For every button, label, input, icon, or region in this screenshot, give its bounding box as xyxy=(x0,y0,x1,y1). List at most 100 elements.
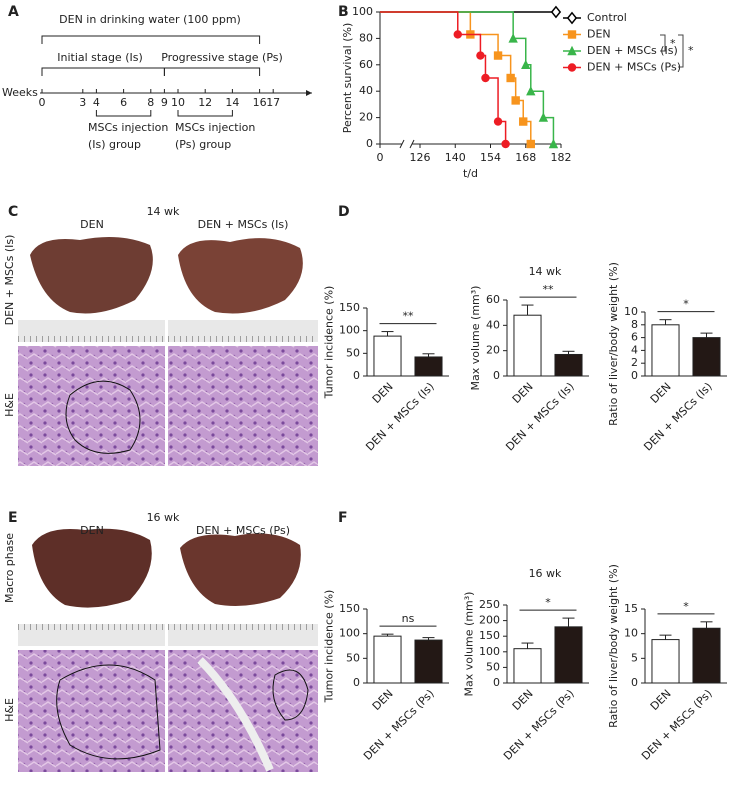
marker xyxy=(521,59,531,69)
y-axis-title: Max volume (mm³) xyxy=(469,286,482,391)
y-tick-label: 5 xyxy=(631,651,638,664)
significance: * xyxy=(683,298,689,311)
marker xyxy=(453,30,462,39)
marker xyxy=(508,33,518,43)
y-tick-label: 0 xyxy=(631,676,638,689)
marker xyxy=(548,138,559,149)
x-tick-label: 182 xyxy=(551,151,572,164)
step-line xyxy=(485,77,499,122)
legend-label: DEN + MSCs (Ps) xyxy=(587,61,681,74)
y-tick-label: 80 xyxy=(359,31,373,44)
week-label: 9 xyxy=(161,96,168,109)
bar xyxy=(373,335,402,377)
week-label: 16 xyxy=(253,96,267,109)
bar xyxy=(414,356,443,377)
legend-label: DEN xyxy=(587,28,611,41)
liver-photo xyxy=(180,533,301,606)
marker xyxy=(511,96,520,105)
y-tick-label: 20 xyxy=(486,344,500,357)
panel-letter: D xyxy=(338,204,350,220)
arrowhead xyxy=(306,90,312,96)
panel-letter: A xyxy=(8,4,19,20)
marker xyxy=(493,51,503,60)
row-label: Macro phase xyxy=(3,533,16,603)
sig-bracket xyxy=(660,34,666,52)
column-label: DEN + MSCs (Is) xyxy=(198,218,289,231)
week-label: 6 xyxy=(120,96,127,109)
legend-marker xyxy=(566,11,578,25)
he-image xyxy=(18,650,165,772)
column-label: DEN xyxy=(80,524,104,537)
significance: * xyxy=(683,600,689,613)
y-axis-title: Max volume (mm³) xyxy=(463,592,476,697)
stage-label: Initial stage (Is) xyxy=(57,51,143,64)
he-image xyxy=(18,346,165,466)
panel-title: 14 wk xyxy=(529,265,562,278)
timeline-title: DEN in drinking water (100 ppm) xyxy=(59,13,241,26)
week-label: 12 xyxy=(198,96,212,109)
y-tick-label: 50 xyxy=(486,660,500,673)
tumor-outline xyxy=(56,664,161,760)
ruler xyxy=(168,320,318,342)
ruler xyxy=(18,320,165,342)
tumor-outline xyxy=(65,380,141,454)
marker xyxy=(501,139,510,149)
legend-label: Control xyxy=(587,11,627,24)
column-label: DEN + MSCs (Ps) xyxy=(196,524,290,537)
liver-photo xyxy=(32,528,152,608)
bar xyxy=(513,314,542,377)
marker xyxy=(493,117,503,126)
x-tick-label: DEN xyxy=(510,380,536,406)
x-tick-label: DEN + MSCs (Ps) xyxy=(501,687,577,763)
marker xyxy=(526,86,536,96)
panel-letter: E xyxy=(8,510,18,526)
y-tick-label: 0 xyxy=(493,676,500,689)
y-tick-label: 40 xyxy=(359,84,373,97)
tumor-outline xyxy=(272,669,309,721)
injection-label: (Is) group xyxy=(88,138,141,151)
bracket xyxy=(177,110,233,117)
marker xyxy=(519,117,528,126)
x-tick-label: DEN xyxy=(648,687,674,713)
week-label: 17 xyxy=(266,96,280,109)
bar xyxy=(651,639,680,684)
week-label: 10 xyxy=(171,96,185,109)
y-tick-label: 50 xyxy=(346,651,360,664)
x-tick-label: DEN xyxy=(370,687,396,713)
ruler xyxy=(18,624,165,646)
week-label: 4 xyxy=(93,96,100,109)
x-tick-label: 0 xyxy=(377,151,384,164)
marker xyxy=(526,139,535,149)
y-axis-title: Percent survival (%) xyxy=(341,23,354,134)
y-tick-label: 100 xyxy=(352,5,373,18)
axis-label: Weeks xyxy=(2,86,38,99)
panel-letter: F xyxy=(338,510,348,526)
legend-marker xyxy=(567,63,577,72)
x-tick-label: 126 xyxy=(410,151,431,164)
legend-marker xyxy=(567,45,577,56)
sig-bracket xyxy=(678,34,684,68)
y-tick-label: 20 xyxy=(359,111,373,124)
liver-photo xyxy=(178,238,303,314)
row-label: H&E xyxy=(3,698,16,722)
y-tick-label: 250 xyxy=(479,598,500,611)
y-tick-label: 100 xyxy=(479,645,500,658)
week-label: 3 xyxy=(79,96,86,109)
y-tick-label: 150 xyxy=(479,629,500,642)
he-image xyxy=(168,346,318,466)
bar xyxy=(373,635,402,684)
marker xyxy=(476,51,485,60)
week-label: 14 xyxy=(225,96,239,109)
x-tick-label: DEN + MSCs (Ps) xyxy=(361,687,437,763)
panel-letter: B xyxy=(338,4,349,20)
bar xyxy=(692,627,721,684)
significance: ** xyxy=(543,283,555,296)
bar xyxy=(651,324,680,377)
y-tick-label: 8 xyxy=(631,318,638,331)
y-tick-label: 200 xyxy=(479,614,500,627)
bracket xyxy=(163,67,261,76)
panel-title: 14 wk xyxy=(147,205,180,218)
bracket xyxy=(41,35,261,44)
step-line xyxy=(380,11,459,35)
y-axis-title: Tumor incidence (%) xyxy=(323,286,336,400)
